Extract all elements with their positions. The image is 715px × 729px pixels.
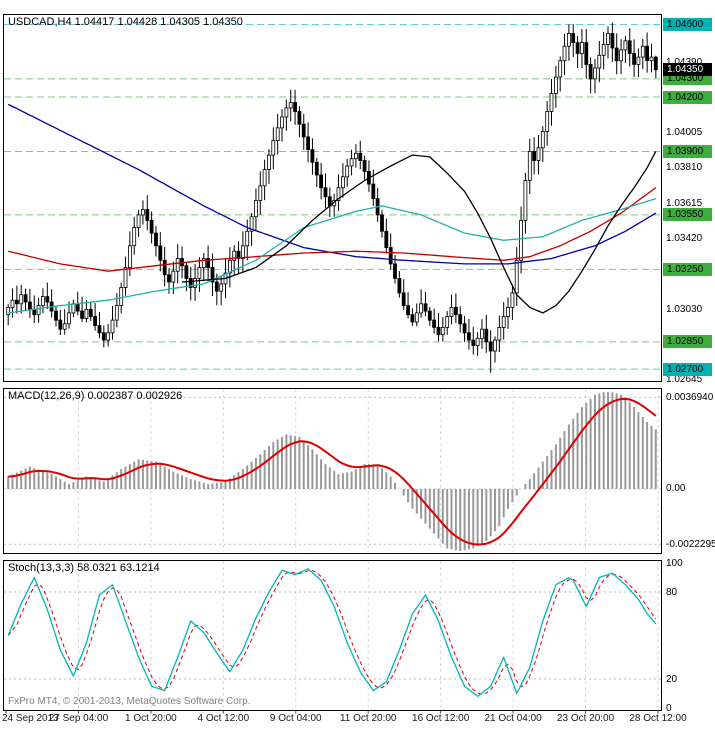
moving-averages-layer [7, 103, 657, 314]
candles-layer [6, 22, 658, 373]
time-ticks-layer [5, 710, 659, 714]
stoch-layer [4, 568, 661, 698]
panel-frames [3, 14, 662, 711]
macd-layer [4, 392, 661, 551]
stoch-signal-line [7, 570, 657, 695]
macd-signal-line [8, 397, 657, 546]
stoch-main-line [7, 568, 657, 698]
ma-smoothed-black [181, 151, 657, 314]
period-grid-layer [77, 389, 659, 709]
ma-medium-red [8, 187, 657, 272]
ma-fast-teal [8, 197, 657, 314]
